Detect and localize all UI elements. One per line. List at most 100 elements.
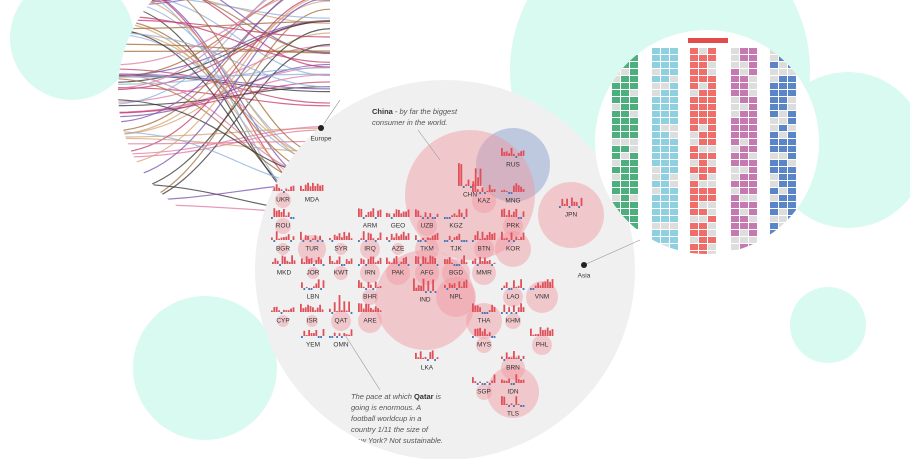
mini-bar: [537, 283, 539, 288]
mini-bar: [503, 305, 505, 312]
cell: [630, 153, 638, 159]
cell: [779, 230, 787, 236]
mini-bar: [273, 240, 275, 242]
cell: [770, 181, 778, 187]
cell: [652, 132, 660, 138]
mini-bar: [503, 397, 505, 405]
cell: [740, 216, 748, 222]
mini-bar: [418, 285, 420, 291]
country-code: LAO: [506, 294, 519, 301]
country-code: MNG: [505, 198, 520, 205]
cell: [770, 118, 778, 124]
cell: [661, 132, 669, 138]
cell: [749, 244, 757, 250]
mini-bar: [288, 310, 290, 312]
cell: [699, 209, 707, 215]
mini-bar: [429, 213, 431, 217]
cell: [630, 167, 638, 173]
mini-bar: [432, 236, 434, 240]
mini-bar: [506, 352, 508, 359]
mini-bar: [288, 190, 290, 191]
mini-bar: [454, 213, 456, 217]
mini-bar: [388, 214, 390, 217]
cell: [699, 132, 707, 138]
mini-bar: [506, 404, 508, 405]
cell: [652, 237, 660, 243]
cell: [770, 223, 778, 229]
cell: [652, 216, 660, 222]
mini-bar: [472, 303, 474, 312]
cell: [779, 251, 787, 257]
cell: [749, 55, 757, 61]
mini-bar: [427, 262, 429, 264]
mini-bar: [449, 217, 451, 219]
cell: [788, 216, 796, 222]
cell: [731, 118, 739, 124]
cell: [670, 167, 678, 173]
cell: [661, 104, 669, 110]
mini-bar: [377, 287, 379, 288]
mini-bar: [474, 259, 476, 264]
cell: [699, 160, 707, 166]
mini-bar: [278, 210, 280, 217]
cell: [788, 139, 796, 145]
cell: [661, 111, 669, 117]
cell: [770, 97, 778, 103]
cell: [770, 202, 778, 208]
europe-dot: [318, 125, 324, 131]
mini-bar: [513, 383, 515, 385]
cell: [740, 55, 748, 61]
mini-bar: [380, 258, 382, 264]
mini-bar: [491, 264, 493, 266]
mini-bar: [415, 353, 417, 359]
mini-bar: [494, 336, 496, 338]
mini-bar: [489, 232, 491, 240]
cell: [690, 202, 698, 208]
cell: [630, 69, 638, 75]
cell: [740, 202, 748, 208]
mini-bar: [323, 264, 325, 266]
cell: [670, 160, 678, 166]
mini-bar: [482, 331, 484, 336]
mini-bar: [434, 258, 436, 264]
cell: [661, 55, 669, 61]
mini-bar: [363, 217, 365, 219]
mini-bar: [511, 192, 513, 194]
mini-bar: [479, 192, 481, 194]
mini-bar: [506, 238, 508, 240]
cell: [690, 139, 698, 145]
mini-bar: [336, 260, 338, 264]
mini-bar: [523, 211, 525, 217]
mini-bar: [283, 191, 285, 193]
mini-bar: [477, 329, 479, 336]
mini-bar: [334, 263, 336, 264]
cell: [708, 83, 716, 89]
cell: [630, 139, 638, 145]
country-code: BGR: [276, 246, 290, 253]
cell: [779, 62, 787, 68]
cell: [740, 104, 748, 110]
mini-bar: [315, 284, 317, 288]
mini-bar: [513, 305, 515, 312]
cell: [731, 146, 739, 152]
cell: [630, 76, 638, 82]
mini-bar: [417, 211, 419, 217]
cell: [699, 202, 707, 208]
mini-bar: [494, 233, 496, 240]
mini-bar: [372, 310, 374, 312]
mini-bar: [415, 209, 417, 217]
cell: [621, 125, 629, 131]
mini-bar: [319, 186, 321, 191]
cell: [788, 76, 796, 82]
mini-bar: [341, 336, 343, 338]
country-code: BTN: [478, 246, 491, 253]
cell: [661, 181, 669, 187]
mini-bar: [506, 215, 508, 217]
cell: [708, 146, 716, 152]
mini-bar: [271, 237, 273, 240]
cell: [699, 195, 707, 201]
cell: [612, 195, 620, 201]
mini-bar: [360, 304, 362, 312]
cell: [661, 230, 669, 236]
